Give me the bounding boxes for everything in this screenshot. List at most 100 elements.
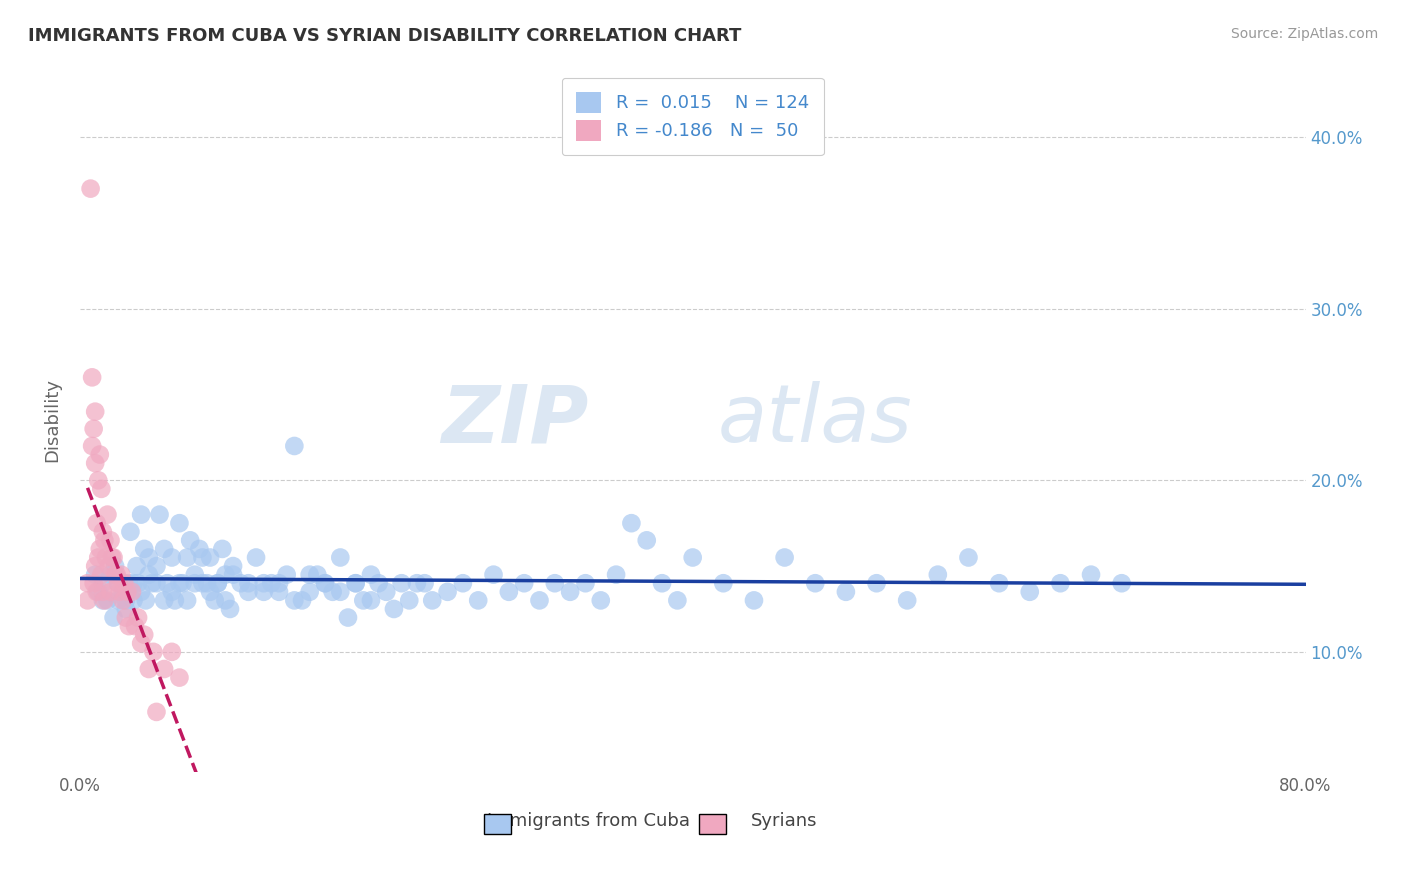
Point <box>283 593 305 607</box>
Point <box>260 576 283 591</box>
Point <box>375 584 398 599</box>
Point <box>122 593 145 607</box>
Point <box>169 576 191 591</box>
Point <box>127 610 149 624</box>
Point <box>93 593 115 607</box>
Point <box>253 584 276 599</box>
Point <box>544 576 567 591</box>
Point <box>169 671 191 685</box>
Point <box>121 584 143 599</box>
Point <box>314 576 336 591</box>
Point <box>145 705 167 719</box>
Point <box>94 550 117 565</box>
Point <box>245 550 267 565</box>
Point <box>82 439 104 453</box>
Point <box>184 576 207 591</box>
Point <box>163 593 186 607</box>
Point <box>160 584 183 599</box>
Point <box>138 567 160 582</box>
Point <box>651 576 673 591</box>
Point <box>214 593 236 607</box>
Point <box>207 576 229 591</box>
Point <box>125 559 148 574</box>
Point <box>773 550 796 565</box>
Point <box>927 567 949 582</box>
Point <box>605 567 627 582</box>
Point <box>176 593 198 607</box>
Point <box>118 619 141 633</box>
FancyBboxPatch shape <box>699 814 725 834</box>
Point <box>636 533 658 548</box>
Point <box>558 584 581 599</box>
Point <box>127 576 149 591</box>
Point <box>160 550 183 565</box>
Point <box>84 567 107 582</box>
Point <box>110 567 132 582</box>
Point <box>86 584 108 599</box>
Point <box>114 602 136 616</box>
Point <box>298 567 321 582</box>
Point <box>107 593 129 607</box>
Point <box>229 576 252 591</box>
Point <box>100 584 122 599</box>
Point <box>589 593 612 607</box>
Point <box>391 576 413 591</box>
Point <box>207 576 229 591</box>
Point <box>111 584 134 599</box>
Text: Syrians: Syrians <box>751 813 818 830</box>
Point <box>344 576 367 591</box>
Point <box>804 576 827 591</box>
Point <box>103 550 125 565</box>
Legend: R =  0.015    N = 124, R = -0.186   N =  50: R = 0.015 N = 124, R = -0.186 N = 50 <box>562 78 824 155</box>
Point <box>865 576 887 591</box>
Point <box>222 559 245 574</box>
Point <box>148 508 170 522</box>
Point <box>91 593 114 607</box>
Point <box>179 533 201 548</box>
Point <box>87 550 110 565</box>
Point <box>134 628 156 642</box>
Point <box>360 567 382 582</box>
Point <box>620 516 643 531</box>
Point <box>76 576 98 591</box>
Point <box>398 593 420 607</box>
Point <box>100 533 122 548</box>
Point <box>742 593 765 607</box>
Point <box>198 584 221 599</box>
Point <box>896 593 918 607</box>
Point <box>314 576 336 591</box>
Point <box>108 584 131 599</box>
Point <box>307 567 329 582</box>
Point <box>176 550 198 565</box>
Point <box>118 576 141 591</box>
Point <box>101 550 124 565</box>
Point <box>184 567 207 582</box>
Point <box>513 576 536 591</box>
Point <box>120 524 142 539</box>
Point <box>267 576 290 591</box>
Point <box>204 593 226 607</box>
Point <box>267 584 290 599</box>
Point <box>451 576 474 591</box>
Point <box>104 567 127 582</box>
Point <box>988 576 1011 591</box>
Point <box>84 559 107 574</box>
Point <box>1111 576 1133 591</box>
Point <box>336 610 359 624</box>
Point <box>298 584 321 599</box>
Point <box>83 422 105 436</box>
Point <box>253 576 276 591</box>
Point <box>122 576 145 591</box>
Point <box>107 576 129 591</box>
Point <box>413 576 436 591</box>
Point <box>666 593 689 607</box>
Point <box>76 593 98 607</box>
Point <box>191 576 214 591</box>
Text: Source: ZipAtlas.com: Source: ZipAtlas.com <box>1230 27 1378 41</box>
Point <box>138 550 160 565</box>
Point <box>142 645 165 659</box>
Point <box>79 181 101 195</box>
Text: IMMIGRANTS FROM CUBA VS SYRIAN DISABILITY CORRELATION CHART: IMMIGRANTS FROM CUBA VS SYRIAN DISABILIT… <box>28 27 741 45</box>
Point <box>100 567 122 582</box>
Point <box>84 405 107 419</box>
